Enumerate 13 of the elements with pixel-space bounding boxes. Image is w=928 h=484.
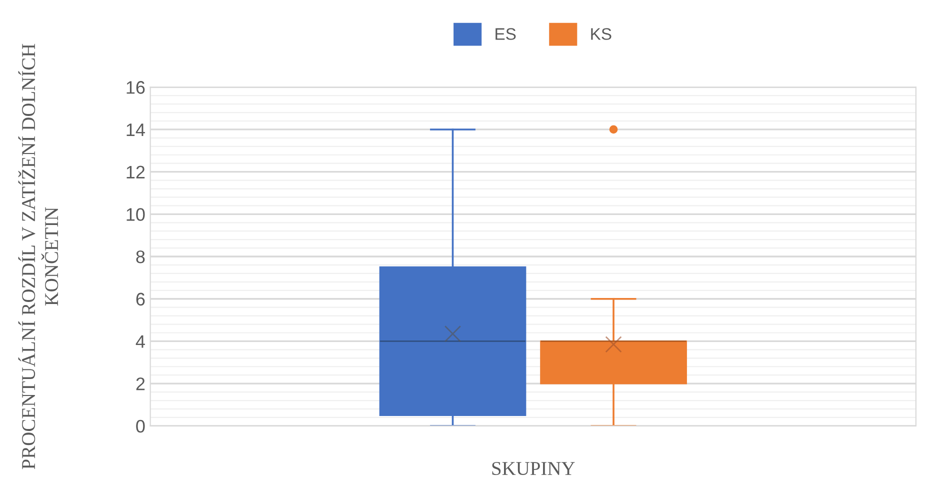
- y-tick-label: 2: [136, 378, 145, 390]
- y-tick-label: 0: [136, 420, 145, 433]
- y-tick-label: 6: [136, 292, 145, 306]
- y-tick-label: 16: [126, 81, 145, 94]
- legend-label: ES: [496, 28, 516, 40]
- y-tick-label: 10: [126, 208, 145, 221]
- y-axis-title: PROCENTUÁLNÍ ROZDÍL V ZATÍŽENÍ DOLNÍCH KONČETIN: [18, 44, 58, 470]
- x-axis-title: SKUPINY: [492, 462, 575, 476]
- y-tick-label: 14: [126, 124, 145, 136]
- y-tick-label: 8: [136, 250, 145, 264]
- y-tick-label: 12: [126, 166, 145, 178]
- y-tick-label: 4: [136, 335, 145, 348]
- legend-label: KS: [591, 28, 612, 40]
